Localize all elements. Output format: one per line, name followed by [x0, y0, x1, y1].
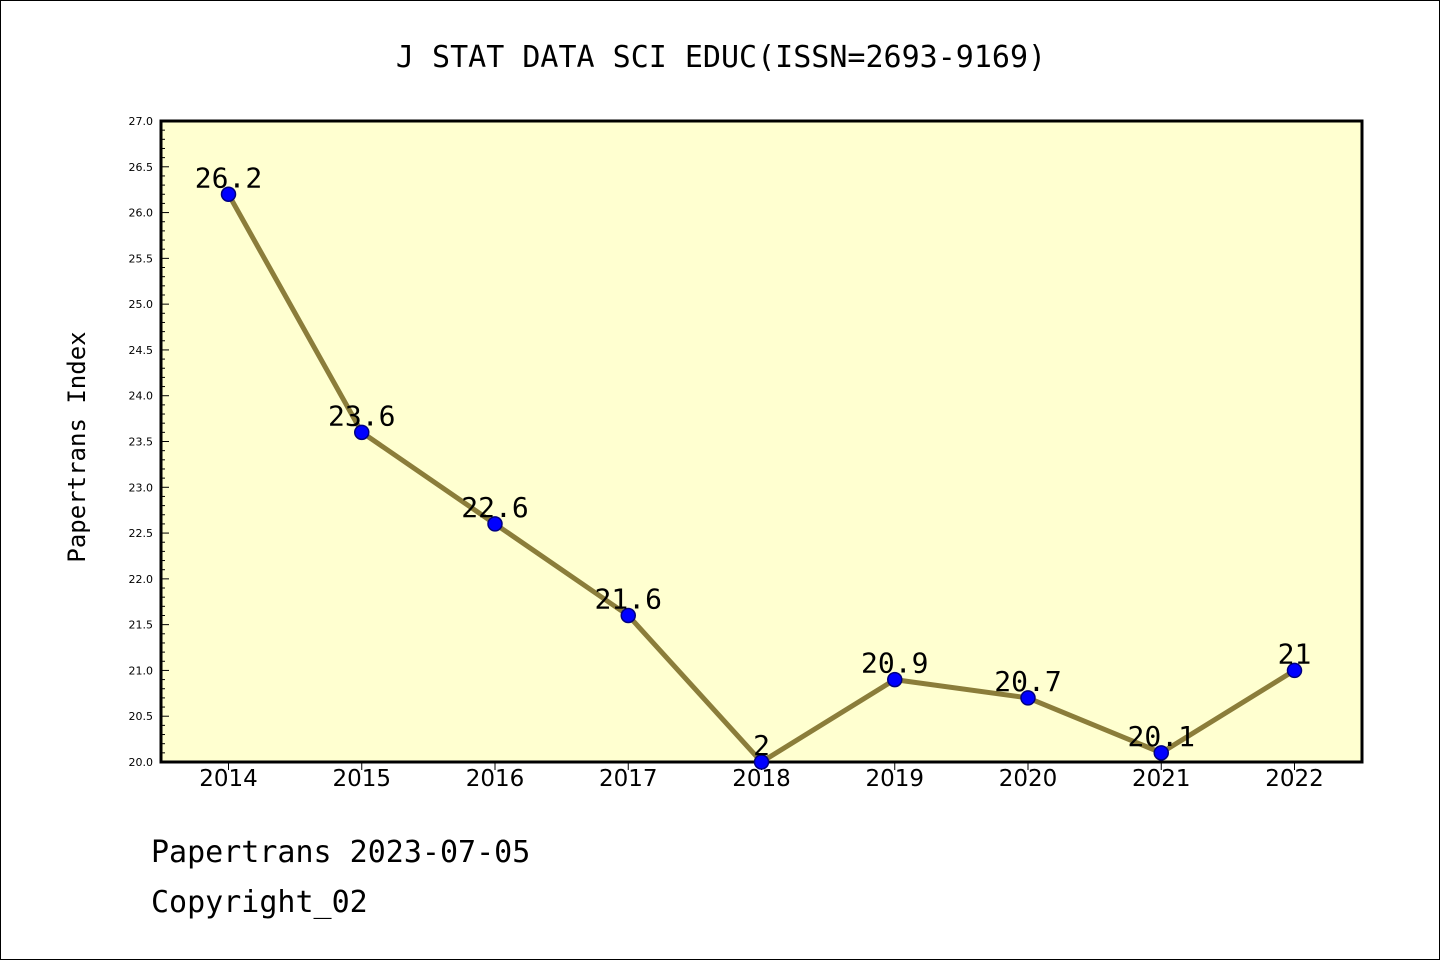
- y-tick-label: 21.0: [129, 664, 154, 677]
- y-tick-label: 20.5: [129, 710, 154, 723]
- data-label: 21: [1278, 637, 1312, 670]
- x-tick-label: 2014: [199, 766, 258, 792]
- y-tick-label: 27.0: [129, 115, 154, 128]
- footer-copyright: Copyright_02: [151, 885, 368, 920]
- chart-title: J STAT DATA SCI EDUC(ISSN=2693-9169): [396, 40, 1046, 75]
- data-label: 20.1: [1128, 720, 1195, 753]
- data-point: [753, 754, 770, 770]
- x-tick-label: 2018: [732, 766, 791, 792]
- x-tick-label: 2020: [999, 766, 1058, 792]
- data-point: [1286, 662, 1303, 679]
- x-axis-ticks: 2014 2015 2016 2017 2018 2019 2020 2021 2022: [199, 762, 1324, 792]
- data-label: 22.6: [461, 491, 528, 524]
- series-group: 26.2 23.6 22.6 21.6 2 20.9 20.7 20.1 21: [195, 161, 1312, 770]
- x-tick-label: 2022: [1265, 766, 1324, 792]
- y-tick-label: 25.0: [129, 298, 154, 311]
- data-point: [620, 607, 636, 624]
- x-tick-label: 2019: [865, 766, 924, 792]
- y-tick-label: 26.5: [129, 161, 154, 174]
- data-point: [1020, 690, 1036, 706]
- data-point: [887, 671, 903, 688]
- data-label: 26.2: [195, 161, 262, 194]
- data-point: [220, 186, 237, 203]
- footer-date: Papertrans 2023-07-05: [151, 835, 531, 870]
- x-tick-label: 2016: [466, 766, 525, 792]
- data-point: [1153, 745, 1169, 761]
- x-tick-label: 2015: [332, 766, 391, 792]
- y-tick-label: 24.0: [129, 390, 154, 403]
- y-tick-label: 21.5: [129, 619, 154, 632]
- data-label: 23.6: [328, 399, 395, 432]
- y-tick-label: 23.5: [129, 436, 154, 449]
- y-tick-label: 24.5: [129, 344, 154, 357]
- y-tick-label: 25.5: [129, 252, 154, 265]
- data-label: 20.9: [861, 647, 928, 680]
- data-label: 20.7: [994, 665, 1061, 698]
- x-tick-label: 2021: [1132, 766, 1191, 792]
- y-tick-label: 22.0: [129, 573, 154, 586]
- y-tick-label: 23.0: [129, 481, 154, 494]
- y-tick-label: 20.0: [129, 756, 154, 769]
- y-tick-label: 26.0: [129, 207, 154, 220]
- plot-area: [159, 119, 1364, 764]
- y-tick-label: 22.5: [129, 527, 154, 540]
- data-label: 21.6: [595, 582, 662, 615]
- data-point: [487, 516, 503, 532]
- y-axis-label: Papertrans Index: [63, 331, 91, 562]
- data-point: [354, 424, 370, 441]
- x-tick-label: 2017: [599, 766, 658, 792]
- y-axis-ticks: 20.0 20.5 21.0 21.5 22.0 22.5 23.0 23.5 24.0 24.5…: [129, 115, 169, 769]
- data-label: 2: [753, 729, 770, 762]
